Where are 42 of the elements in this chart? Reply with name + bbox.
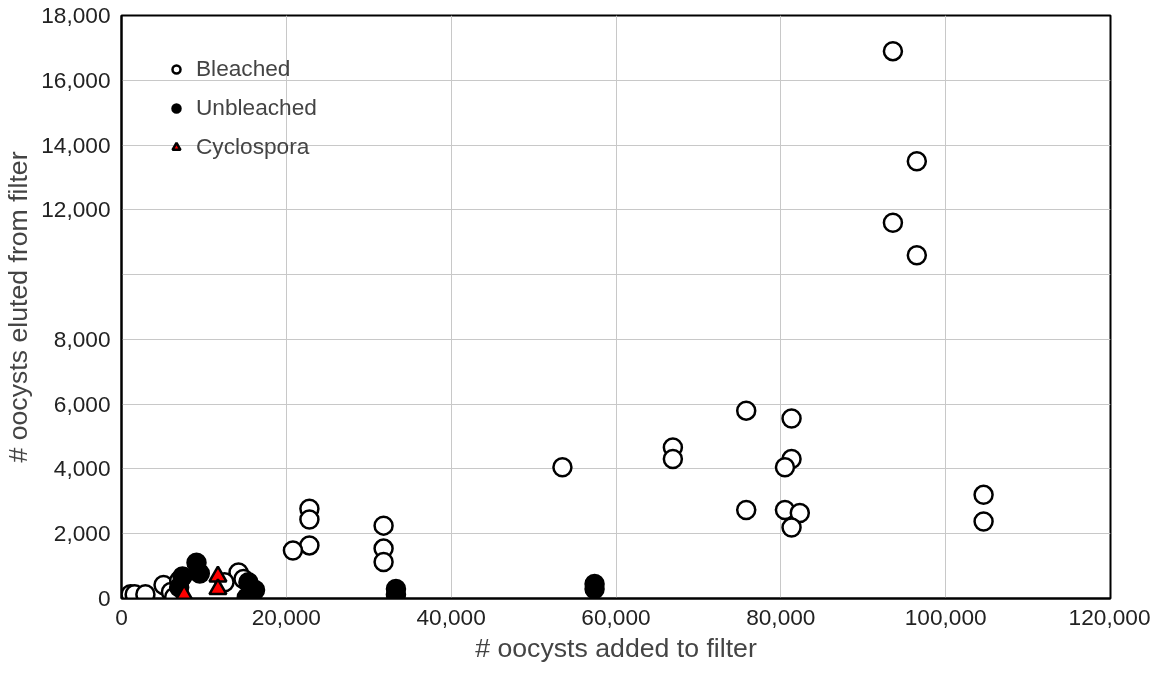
point [882,40,904,62]
x-tick-label: 20,000 [251,603,321,630]
y-tick-label: 12,000 [41,196,111,223]
point [735,499,757,521]
y-tick-label: 2,000 [53,520,111,547]
point [735,400,757,421]
point [781,408,802,429]
point [882,212,904,234]
x-tick-label: 40,000 [416,603,486,630]
point [373,515,394,536]
point [552,457,573,478]
y-tick-label: 14,000 [41,131,111,158]
legend-label: Bleached [196,55,291,82]
point [299,535,320,556]
point [906,151,928,172]
point [662,448,684,470]
y-tick-label: 6,000 [53,390,111,417]
y-axis-title: # oocysts eluted from filter [3,151,34,463]
x-axis-title: # oocysts added to filter [475,632,757,663]
legend-label: Cyclospora [196,133,310,160]
legend-label: Unbleached [196,94,317,121]
point [373,551,394,573]
point [906,244,928,266]
y-tick-label: 0 [97,585,111,611]
x-tick-label: 0 [115,603,128,630]
point [299,509,320,530]
point [781,517,802,538]
y-tick-label: 16,000 [41,66,111,93]
point [208,578,228,596]
point [189,563,211,584]
x-tick-label: 60,000 [581,603,651,630]
point [282,540,304,561]
point [774,457,796,478]
point [973,511,994,532]
x-tick-label: 120,000 [1068,603,1151,630]
x-tick-label: 100,000 [904,603,987,630]
y-tick-label: 18,000 [41,2,111,28]
y-tick-label: 4,000 [53,455,111,482]
y-tick-label: 8,000 [53,325,111,352]
point [973,484,994,506]
point [789,502,811,524]
x-tick-label: 80,000 [746,603,816,630]
